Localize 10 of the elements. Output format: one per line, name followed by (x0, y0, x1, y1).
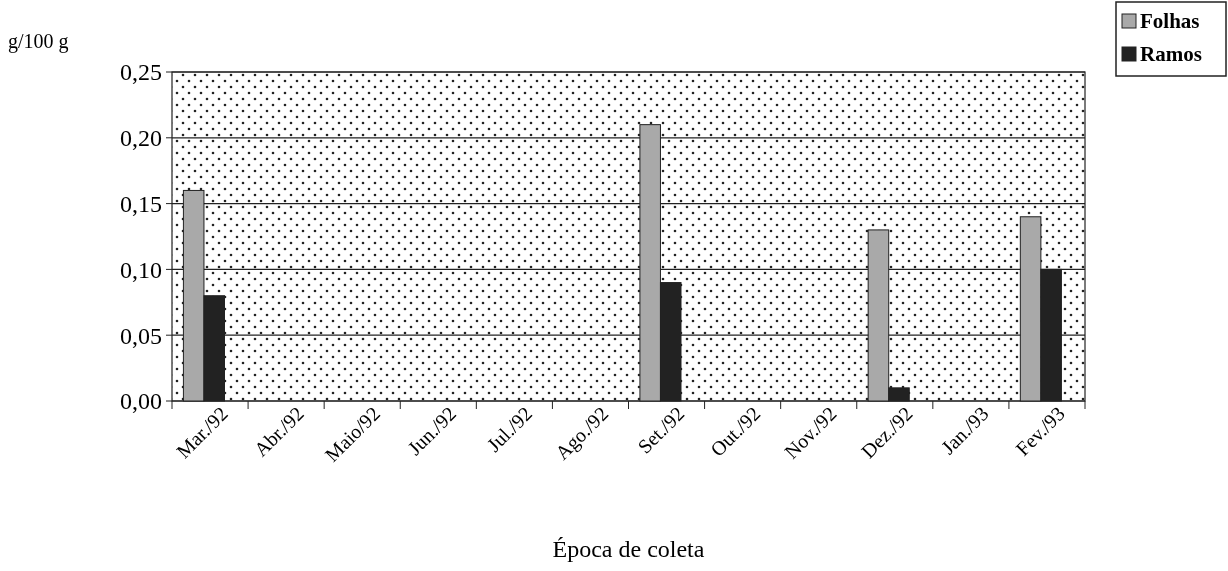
y-tick-label: 0,10 (120, 256, 162, 283)
legend-label: Ramos (1140, 42, 1202, 66)
y-tick-label: 0,15 (120, 191, 162, 217)
legend-label: Folhas (1140, 9, 1200, 33)
y-tick-label: 0,05 (120, 322, 162, 349)
y-tick-label: 0,00 (120, 388, 162, 415)
y-tick-label: 0,20 (120, 125, 162, 152)
y-axis-title: g/100 g (8, 30, 69, 53)
y-tick-label: 0,25 (120, 59, 162, 86)
x-axis-title: Época de coleta (552, 536, 705, 562)
